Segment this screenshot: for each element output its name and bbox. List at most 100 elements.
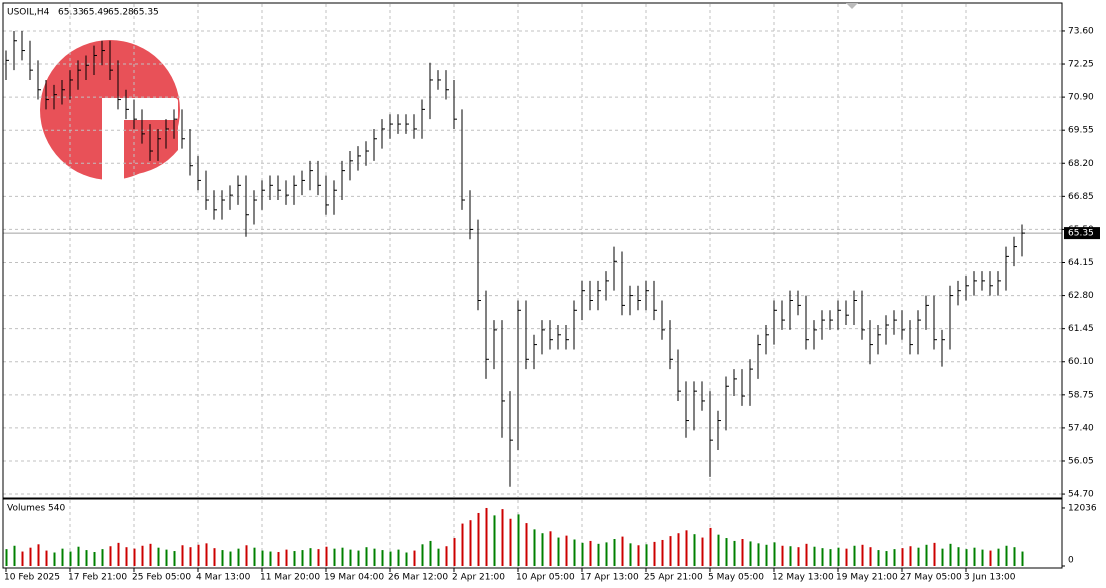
volume-bar: [821, 548, 824, 566]
volume-bar: [453, 538, 456, 566]
volume-bar: [213, 548, 216, 566]
volume-bar: [253, 547, 256, 566]
y-tick-label: 72.25: [1068, 60, 1094, 70]
volume-bar: [565, 535, 568, 566]
volume-bar: [325, 546, 328, 566]
volume-bar: [117, 542, 120, 566]
last-price-label: 65.35: [1068, 229, 1094, 239]
volume-bar: [901, 548, 904, 566]
volume-bar: [653, 541, 656, 566]
volume-bar: [237, 548, 240, 566]
volume-bar: [893, 549, 896, 566]
volume-bar: [245, 545, 248, 566]
volume-bar: [373, 548, 376, 566]
volume-bar: [341, 547, 344, 566]
volume-bar: [29, 547, 32, 566]
volume-bar: [485, 507, 488, 566]
volume-bar: [693, 534, 696, 566]
volume-bar: [877, 550, 880, 566]
x-tick-label: 27 May 05:00: [900, 573, 962, 583]
volume-bar: [853, 545, 856, 566]
volume-bar: [645, 544, 648, 566]
volume-bar: [973, 547, 976, 566]
volume-bar: [381, 550, 384, 566]
volume-bar: [685, 530, 688, 566]
volume-bar: [13, 545, 16, 566]
shift-marker: [846, 3, 858, 9]
volume-bar: [829, 549, 832, 566]
volume-bar: [421, 544, 424, 566]
volume-bar: [317, 549, 320, 566]
x-tick-label: 2 Apr 21:00: [452, 573, 505, 583]
volume-bar: [549, 531, 552, 566]
volume-bar: [573, 539, 576, 566]
y-tick-label: 62.80: [1068, 291, 1094, 301]
volume-bar: [277, 552, 280, 566]
volume-bar: [589, 540, 592, 566]
volume-bar: [85, 550, 88, 566]
volume-bar: [133, 548, 136, 566]
volume-bar: [445, 546, 448, 566]
volume-bar: [405, 552, 408, 566]
volume-bar: [637, 545, 640, 566]
volume-bar: [757, 543, 760, 566]
volume-bar: [309, 548, 312, 566]
volume-bar: [845, 548, 848, 566]
volume-bar: [269, 551, 272, 566]
volume-bar: [965, 549, 968, 566]
x-tick-label: 25 Feb 05:00: [132, 573, 191, 583]
x-tick-label: 19 Mar 04:00: [324, 573, 384, 583]
volume-bar: [885, 551, 888, 566]
x-tick-label: 3 Jun 13:00: [964, 573, 1016, 583]
volume-bar: [837, 547, 840, 566]
volume-bar: [285, 549, 288, 566]
volume-bar: [101, 549, 104, 566]
volume-bar: [957, 547, 960, 566]
volume-bar: [21, 551, 24, 566]
price-panel-border: [2, 2, 1063, 499]
volume-bar: [749, 541, 752, 566]
volume-bar: [605, 542, 608, 566]
volume-bar: [997, 548, 1000, 566]
volume-bar: [61, 548, 64, 566]
symbol-title: USOIL,H4: [7, 8, 50, 18]
y-tick-label: 69.55: [1068, 126, 1094, 136]
volume-bar: [149, 543, 152, 566]
volume-bar: [1013, 547, 1016, 566]
volume-bar: [525, 523, 528, 566]
volume-bar: [397, 549, 400, 566]
volume-bar: [173, 551, 176, 566]
volume-bar: [501, 509, 504, 566]
volume-bar: [709, 527, 712, 566]
volume-bar: [677, 533, 680, 566]
volume-bar: [77, 546, 80, 566]
y-tick-label: 66.85: [1068, 192, 1094, 202]
volume-bar: [925, 544, 928, 566]
volume-bar: [293, 551, 296, 566]
volume-bar: [53, 552, 56, 566]
y-tick-label: 64.15: [1068, 258, 1094, 268]
x-tick-label: 19 May 21:00: [836, 573, 898, 583]
volume-bar: [581, 542, 584, 566]
volume-bar: [509, 518, 512, 566]
y-tick-label: 61.45: [1068, 324, 1094, 334]
header-close: 65.35: [133, 8, 159, 18]
volume-bar: [1005, 545, 1008, 566]
volume-bar: [541, 533, 544, 566]
volume-bar: [861, 544, 864, 566]
volume-bar: [669, 536, 672, 566]
volume-bar: [773, 542, 776, 566]
volume-tick-label: 12036: [1068, 503, 1097, 513]
volume-bar: [597, 543, 600, 566]
volume-bar: [157, 547, 160, 566]
volume-bar: [301, 550, 304, 566]
volume-bar: [949, 543, 952, 566]
volume-bar: [165, 549, 168, 566]
volume-bar: [909, 546, 912, 566]
volume-bar: [125, 547, 128, 566]
x-tick-label: 17 Feb 21:00: [68, 573, 127, 583]
volume-bar: [261, 550, 264, 566]
volume-bar: [869, 547, 872, 566]
